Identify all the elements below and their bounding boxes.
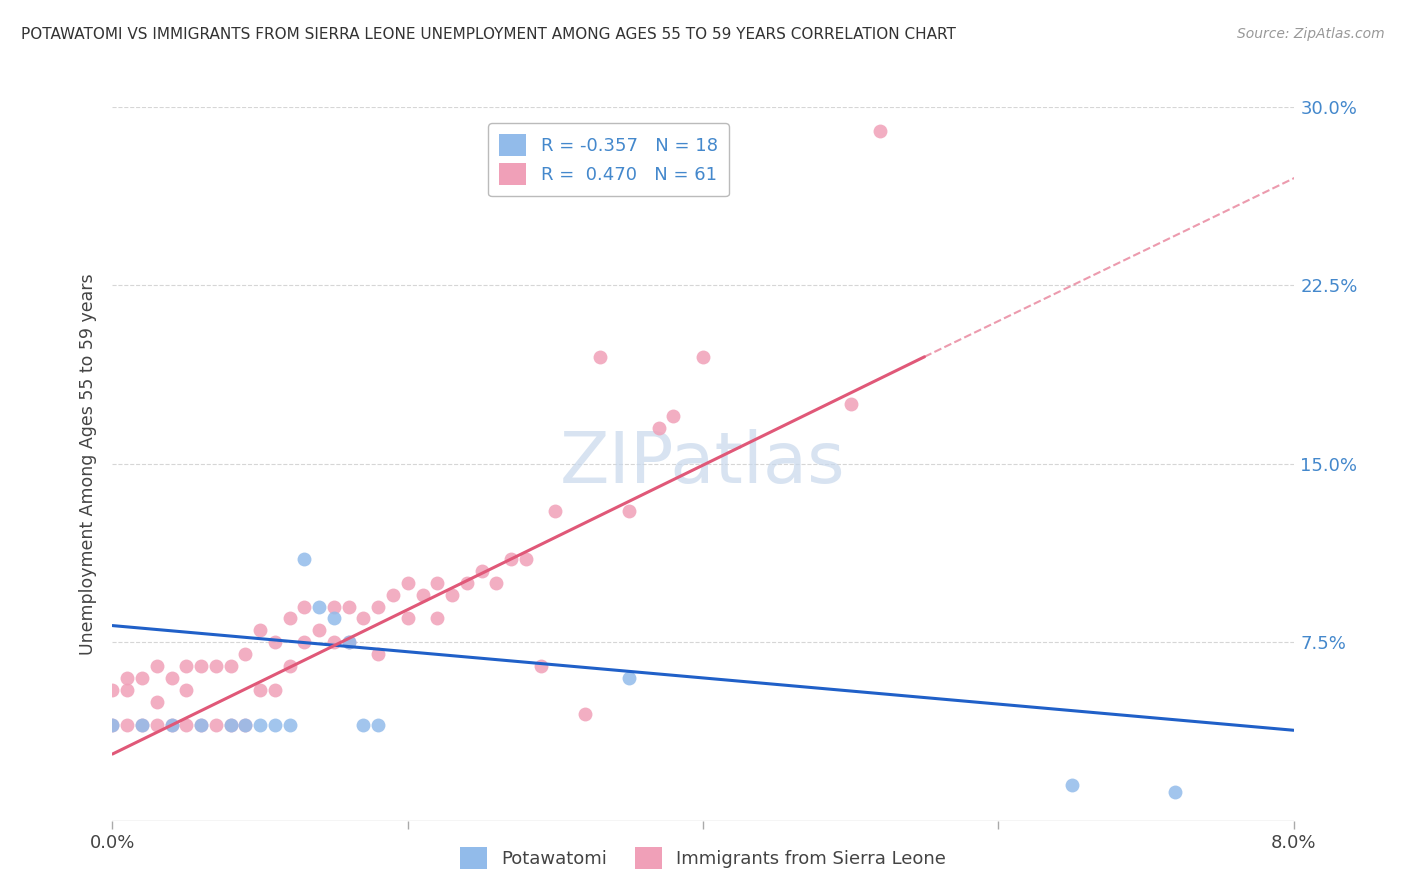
Point bbox=[219, 718, 242, 732]
Point bbox=[367, 647, 389, 661]
Point bbox=[619, 504, 641, 518]
Point bbox=[412, 588, 434, 602]
Point bbox=[190, 659, 212, 673]
Point bbox=[662, 409, 685, 424]
Point bbox=[278, 611, 301, 625]
Point bbox=[292, 635, 315, 649]
Point bbox=[426, 611, 449, 625]
Point bbox=[190, 718, 212, 732]
Point bbox=[292, 552, 315, 566]
Point bbox=[205, 659, 228, 673]
Point bbox=[190, 718, 212, 732]
Point bbox=[205, 718, 228, 732]
Legend: Potawatomi, Immigrants from Sierra Leone: Potawatomi, Immigrants from Sierra Leone bbox=[453, 839, 953, 876]
Point bbox=[146, 659, 169, 673]
Point bbox=[117, 718, 138, 732]
Y-axis label: Unemployment Among Ages 55 to 59 years: Unemployment Among Ages 55 to 59 years bbox=[79, 273, 97, 655]
Point bbox=[456, 575, 478, 590]
Point bbox=[278, 659, 301, 673]
Point bbox=[131, 718, 153, 732]
Point bbox=[382, 588, 405, 602]
Point bbox=[529, 659, 551, 673]
Point bbox=[264, 682, 287, 697]
Point bbox=[292, 599, 315, 614]
Point bbox=[323, 599, 346, 614]
Point bbox=[264, 718, 287, 732]
Point bbox=[619, 671, 641, 685]
Point bbox=[588, 350, 610, 364]
Text: POTAWATOMI VS IMMIGRANTS FROM SIERRA LEONE UNEMPLOYMENT AMONG AGES 55 TO 59 YEAR: POTAWATOMI VS IMMIGRANTS FROM SIERRA LEO… bbox=[21, 27, 956, 42]
Text: Source: ZipAtlas.com: Source: ZipAtlas.com bbox=[1237, 27, 1385, 41]
Point bbox=[471, 564, 494, 578]
Point bbox=[441, 588, 464, 602]
Text: ZIPatlas: ZIPatlas bbox=[560, 429, 846, 499]
Point bbox=[352, 611, 374, 625]
Point bbox=[174, 682, 197, 697]
Point bbox=[544, 504, 567, 518]
Point bbox=[337, 635, 360, 649]
Point bbox=[367, 718, 389, 732]
Point bbox=[308, 624, 330, 638]
Point bbox=[101, 682, 124, 697]
Point bbox=[131, 671, 153, 685]
Point bbox=[264, 635, 287, 649]
Point bbox=[839, 397, 862, 411]
Point bbox=[574, 706, 596, 721]
Point bbox=[249, 624, 271, 638]
Point bbox=[249, 718, 271, 732]
Point bbox=[219, 718, 242, 732]
Point bbox=[117, 671, 138, 685]
Point bbox=[101, 718, 124, 732]
Point bbox=[233, 718, 256, 732]
Point bbox=[146, 718, 169, 732]
Point bbox=[337, 599, 360, 614]
Point bbox=[647, 421, 671, 435]
Point bbox=[174, 718, 197, 732]
Point bbox=[323, 635, 346, 649]
Point bbox=[1164, 785, 1187, 799]
Point bbox=[160, 718, 183, 732]
Point bbox=[233, 718, 256, 732]
Point bbox=[233, 647, 256, 661]
Point bbox=[131, 718, 153, 732]
Point bbox=[160, 671, 183, 685]
Point bbox=[352, 718, 374, 732]
Point bbox=[146, 695, 169, 709]
Point bbox=[308, 599, 330, 614]
Point bbox=[174, 659, 197, 673]
Point bbox=[160, 718, 183, 732]
Point bbox=[219, 659, 242, 673]
Point bbox=[396, 611, 419, 625]
Point bbox=[692, 350, 714, 364]
Point bbox=[485, 575, 508, 590]
Point bbox=[337, 635, 360, 649]
Point bbox=[101, 718, 124, 732]
Point bbox=[249, 682, 271, 697]
Point bbox=[396, 575, 419, 590]
Point bbox=[278, 718, 301, 732]
Point bbox=[367, 599, 389, 614]
Point bbox=[426, 575, 449, 590]
Point bbox=[1062, 778, 1084, 792]
Point bbox=[515, 552, 537, 566]
Point bbox=[117, 682, 138, 697]
Point bbox=[869, 124, 891, 138]
Point bbox=[501, 552, 523, 566]
Point bbox=[323, 611, 346, 625]
